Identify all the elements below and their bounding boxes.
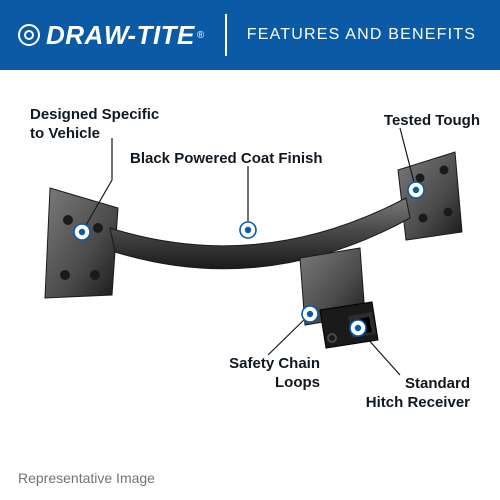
callout-line: Tested Tough: [350, 112, 480, 131]
marker-tested: [408, 182, 424, 198]
callout-finish: Black Powered Coat Finish: [130, 150, 323, 169]
callout-receiver: StandardHitch Receiver: [340, 375, 470, 413]
callout-line: Hitch Receiver: [340, 394, 470, 413]
marker-chain: [302, 306, 318, 322]
leader-receiver: [358, 328, 400, 375]
callout-line: Safety Chain: [190, 355, 320, 374]
callout-line: to Vehicle: [30, 125, 159, 144]
leader-chain: [268, 314, 310, 355]
callout-line: Loops: [190, 374, 320, 393]
header-divider: [225, 14, 227, 56]
callout-line: Black Powered Coat Finish: [130, 150, 323, 169]
logo-text-a: DRA: [46, 20, 104, 51]
callout-tested: Tested Tough: [350, 112, 480, 131]
hitch-illustration: [45, 152, 462, 348]
brand-logo: DRAW-TITE ®: [18, 20, 205, 51]
callout-line: Designed Specific: [30, 106, 159, 125]
marker-finish: [240, 222, 256, 238]
logo-text-c: -T: [127, 20, 153, 51]
logo-text-b: W: [104, 20, 128, 51]
hitch-ball-icon: [18, 24, 40, 46]
logo-text-d: ITE: [153, 20, 195, 51]
callout-line: Standard: [340, 375, 470, 394]
registered-mark: ®: [197, 30, 205, 41]
callout-chain: Safety ChainLoops: [190, 355, 320, 393]
callout-designed: Designed Specificto Vehicle: [30, 106, 159, 144]
product-diagram: Designed Specificto Vehicle Black Powered…: [0, 70, 500, 450]
marker-designed: [74, 224, 90, 240]
header-title: FEATURES AND BENEFITS: [247, 26, 476, 44]
header-bar: DRAW-TITE ® FEATURES AND BENEFITS: [0, 0, 500, 70]
footer-note: Representative Image: [18, 470, 155, 486]
marker-receiver: [350, 320, 366, 336]
